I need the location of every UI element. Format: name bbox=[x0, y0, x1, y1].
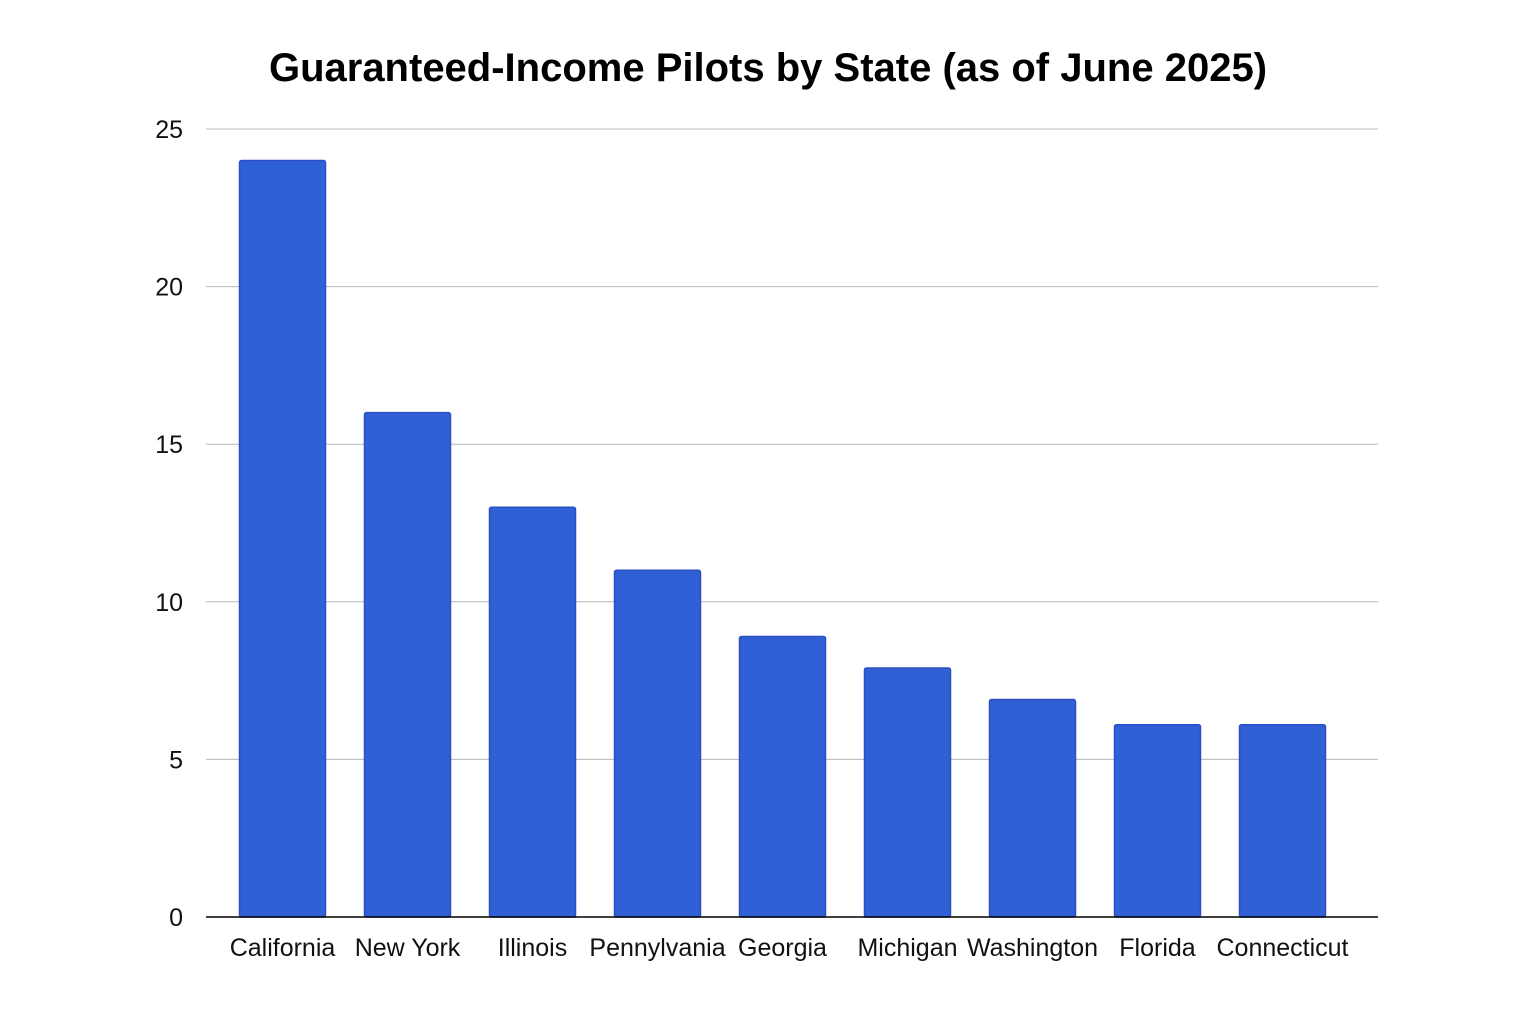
x-category-label: California bbox=[230, 934, 336, 962]
y-tick-label: 5 bbox=[169, 746, 183, 774]
bar-michigan bbox=[863, 667, 952, 918]
y-tick-label: 25 bbox=[155, 116, 183, 144]
y-tick-label: 20 bbox=[155, 274, 183, 302]
bars bbox=[238, 159, 1327, 918]
bar-pennylvania bbox=[613, 569, 702, 918]
x-category-label: Florida bbox=[1119, 934, 1196, 962]
x-category-label: Georgia bbox=[738, 934, 827, 962]
y-axis-tick-labels: 0 5 10 15 20 25 bbox=[155, 116, 183, 932]
x-category-label: Connecticut bbox=[1216, 934, 1348, 962]
bar-california bbox=[238, 159, 327, 918]
bar-florida bbox=[1113, 723, 1202, 918]
bar-illinois bbox=[488, 506, 577, 918]
x-axis-category-labels: California New York Illinois Pennylvania Geo… bbox=[230, 934, 1349, 962]
x-category-label: Pennylvania bbox=[589, 934, 725, 962]
chart-title: Guaranteed-Income Pilots by State (as of… bbox=[268, 46, 1268, 90]
bar-georgia bbox=[738, 635, 827, 918]
x-category-label: Illinois bbox=[498, 934, 567, 962]
x-category-label: New York bbox=[355, 934, 461, 962]
x-category-label: Washington bbox=[967, 934, 1098, 962]
y-tick-label: 0 bbox=[169, 904, 183, 932]
bar-connecticut bbox=[1238, 723, 1327, 918]
bar-new-york bbox=[363, 411, 452, 918]
x-category-label: Michigan bbox=[857, 934, 957, 962]
y-tick-label: 15 bbox=[155, 431, 183, 459]
bar-washington bbox=[988, 698, 1077, 918]
y-tick-label: 10 bbox=[155, 589, 183, 617]
